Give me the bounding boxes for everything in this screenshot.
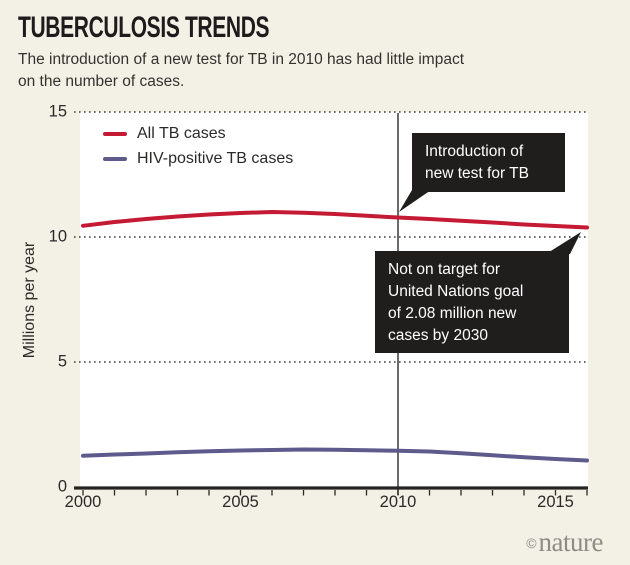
annotation-new-test-tail xyxy=(399,188,434,212)
x-tick-label-2015: 2015 xyxy=(537,493,574,511)
legend: All TB cases HIV-positive TB cases xyxy=(103,121,293,171)
annotation-new-test: Introduction of new test for TB xyxy=(412,133,565,192)
legend-swatch-all-tb xyxy=(103,131,127,136)
annotation-un-goal: Not on target for United Nations goal of… xyxy=(375,251,569,353)
legend-label-all-tb: All TB cases xyxy=(137,124,226,142)
chart-title: TUBERCULOSIS TRENDS xyxy=(18,11,270,44)
x-tick-label-2000: 2000 xyxy=(64,493,102,511)
x-tick-label-2010: 2010 xyxy=(379,493,417,511)
legend-swatch-hiv-tb xyxy=(103,156,127,161)
legend-item-hiv-tb: HIV-positive TB cases xyxy=(103,146,293,171)
legend-label-hiv-tb: HIV-positive TB cases xyxy=(137,149,294,167)
series-line-hiv-tb xyxy=(81,447,589,463)
y-tick-label-5: 5 xyxy=(57,352,67,371)
copyright-symbol: © xyxy=(526,534,537,551)
x-tick-label-2005: 2005 xyxy=(222,493,259,511)
series-line-all-tb xyxy=(81,210,589,230)
chart-subtitle: The introduction of a new test for TB in… xyxy=(18,51,465,90)
y-tick-label-10: 10 xyxy=(48,227,67,246)
annotation-un-goal-tail xyxy=(546,232,581,254)
nature-logo: © nature xyxy=(526,527,603,558)
y-tick-label-15: 15 xyxy=(48,102,67,121)
legend-item-all-tb: All TB cases xyxy=(103,121,293,146)
nature-wordmark: nature xyxy=(538,527,604,557)
y-tick-label-0: 0 xyxy=(57,477,67,496)
